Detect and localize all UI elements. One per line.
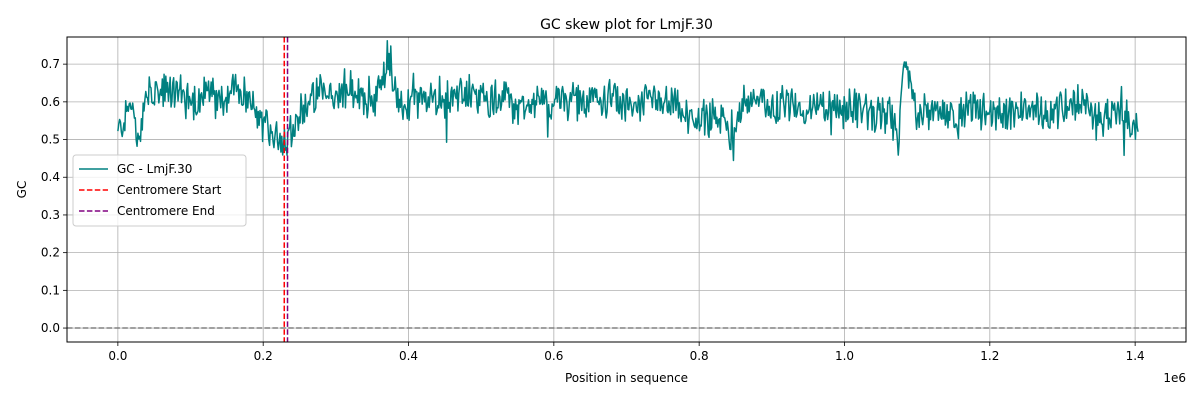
reference-lines: [67, 37, 1186, 342]
x-axis-offset-label: 1e6: [1163, 371, 1186, 385]
x-tick-label: 0.2: [254, 349, 273, 363]
x-tick-label: 1.0: [835, 349, 854, 363]
y-tick-label: 0.4: [41, 170, 60, 184]
plot-data: [117, 39, 1139, 162]
x-tick-label: 1.4: [1126, 349, 1145, 363]
series-line-0: [117, 39, 1139, 162]
y-axis-label: GC: [15, 181, 29, 199]
legend-entries: GC - LmjF.30 Centromere Start Centromere E…: [79, 162, 222, 218]
x-tick-label: 0.0: [108, 349, 127, 363]
y-tick-label: 0.2: [41, 246, 60, 260]
y-tick-label: 0.6: [41, 95, 60, 109]
x-axis-label: Position in sequence: [565, 371, 688, 385]
x-axis-ticks: 0.0 0.2 0.4 0.6 0.8 1.0 1.2 1.4: [108, 342, 1145, 363]
chart-title: GC skew plot for LmjF.30: [540, 17, 713, 33]
y-tick-label: 0.0: [41, 321, 60, 335]
plot-frame: [66, 36, 1187, 343]
legend-box: [72, 154, 247, 227]
legend-label-1: Centromere Start: [117, 183, 222, 197]
legend-label-0: GC - LmjF.30: [117, 162, 192, 176]
legend: GC - LmjF.30 Centromere Start Centromere E…: [72, 154, 247, 227]
y-tick-label: 0.3: [41, 208, 60, 222]
y-tick-label: 0.5: [41, 133, 60, 147]
y-tick-label: 0.7: [41, 57, 60, 71]
y-tick-label: 0.1: [41, 283, 60, 297]
y-axis-ticks: 0.0 0.1 0.2 0.3 0.4 0.5 0.6 0.7: [41, 57, 67, 335]
x-tick-label: 0.4: [399, 349, 418, 363]
x-tick-label: 0.8: [690, 349, 709, 363]
x-tick-label: 1.2: [980, 349, 999, 363]
x-tick-label: 0.6: [544, 349, 563, 363]
legend-label-2: Centromere End: [117, 204, 215, 218]
